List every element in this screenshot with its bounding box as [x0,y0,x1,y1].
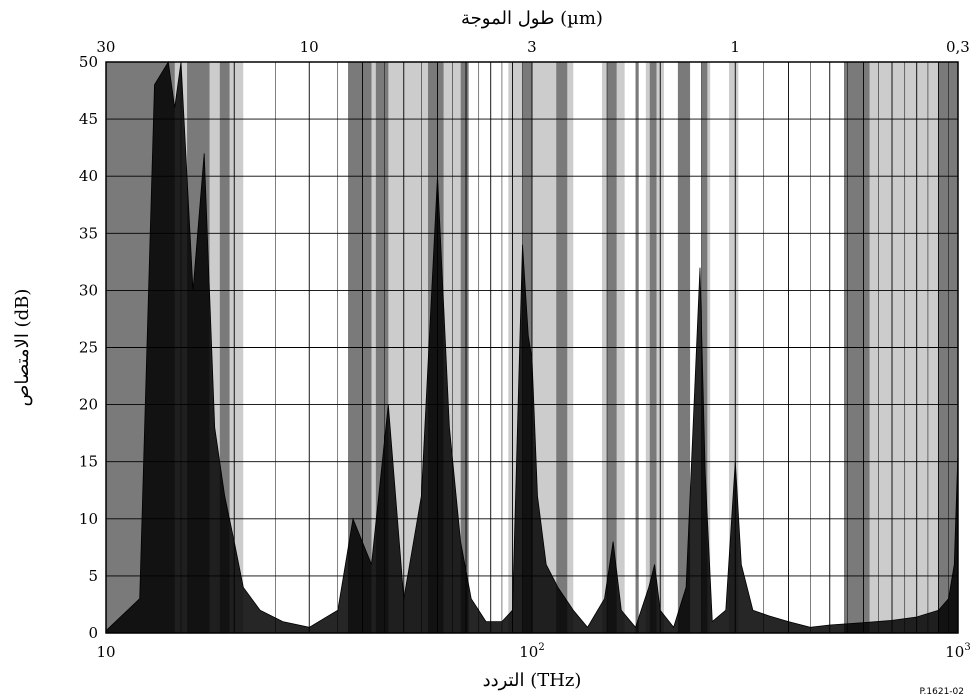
y-tick-label: 0 [88,624,98,642]
frequency-axis-title: التردد (THz) [483,670,582,691]
x-tick-label: 103 [945,642,970,661]
x2-tick-label: 30 [96,38,115,56]
x2-tick-label: 10 [300,38,319,56]
y-tick-label: 45 [79,110,98,128]
x2-tick-label: 0,3 [946,38,970,56]
y-tick-label: 25 [79,339,98,357]
x-tick-label: 10 [96,643,115,661]
x-tick-label: 102 [519,642,544,661]
y-tick-label: 5 [88,567,98,585]
y-tick-label: 10 [79,510,98,528]
y-tick-label: 15 [79,453,98,471]
y-tick-label: 35 [79,224,98,242]
absorption-axis-title: الامتصاص (dB) [12,289,33,407]
x2-tick-label: 1 [730,38,740,56]
y-tick-label: 50 [79,53,98,71]
figure-reference: P.1621-02 [919,687,965,697]
x2-tick-label: 3 [527,38,537,56]
wavelength-axis-title: طول الموجة (µm) [461,8,603,29]
plot-frame [105,61,959,634]
y-tick-label: 40 [79,167,98,185]
y-tick-label: 20 [79,396,98,414]
grid-lines [106,62,958,633]
y-tick-label: 30 [79,281,98,299]
